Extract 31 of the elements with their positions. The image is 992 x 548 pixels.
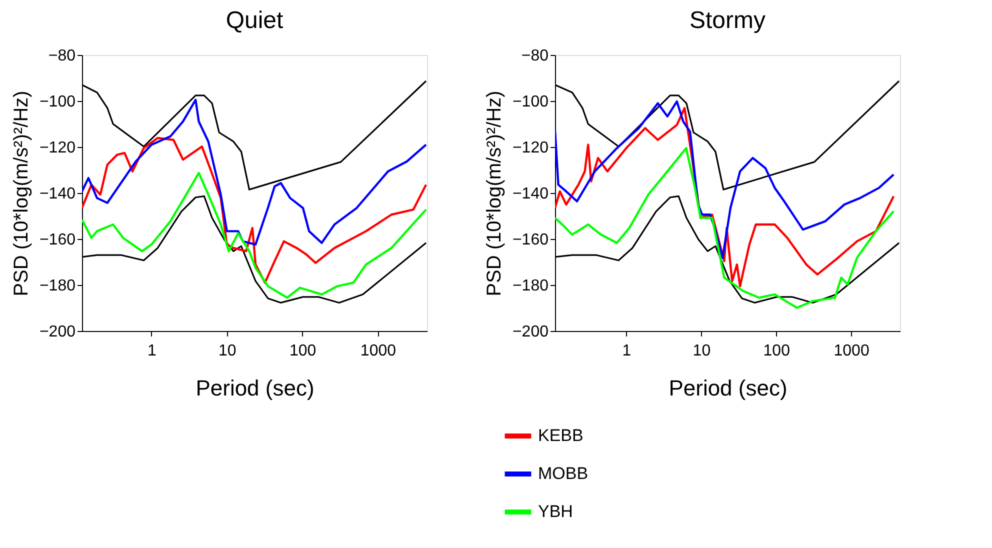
x-tick-label: 1000 <box>360 342 396 360</box>
legend-label: YBH <box>538 502 573 521</box>
x-tick-label: 1 <box>622 342 632 360</box>
y-tick-label: −100 <box>512 94 549 110</box>
x-tick-label: 100 <box>763 342 790 360</box>
y-tick-label: −180 <box>39 278 76 294</box>
y-tick-label: −200 <box>39 324 76 340</box>
legend-label: KEBB <box>538 426 584 445</box>
x-tick-label: 100 <box>289 342 316 360</box>
y-tick-label: −120 <box>512 140 549 156</box>
x-tick-label: 1 <box>148 342 156 360</box>
y-tick-label: −200 <box>512 324 549 340</box>
y-axis-title: PSD (10*log(m/s²)²/Hz) <box>10 90 32 296</box>
x-tick-label: 10 <box>692 342 711 360</box>
y-tick-label: −80 <box>48 48 76 64</box>
x-axis-title: Period (sec) <box>196 376 314 400</box>
y-tick-label: −100 <box>39 94 76 110</box>
chart-title: Stormy <box>689 7 766 34</box>
y-tick-label: −140 <box>39 186 76 202</box>
legend-label: MOBB <box>538 464 588 483</box>
y-tick-label: −160 <box>39 232 76 248</box>
y-tick-label: −80 <box>521 48 549 64</box>
y-axis-title: PSD (10*log(m/s²)²/Hz) <box>483 90 506 296</box>
y-tick-label: −140 <box>512 186 549 202</box>
y-tick-label: −120 <box>39 140 76 156</box>
x-axis-title: Period (sec) <box>668 376 788 400</box>
chart-title: Quiet <box>226 7 284 34</box>
y-tick-label: −160 <box>512 232 549 248</box>
y-tick-label: −180 <box>512 278 549 294</box>
x-tick-label: 10 <box>218 342 236 360</box>
x-tick-label: 1000 <box>834 342 870 360</box>
